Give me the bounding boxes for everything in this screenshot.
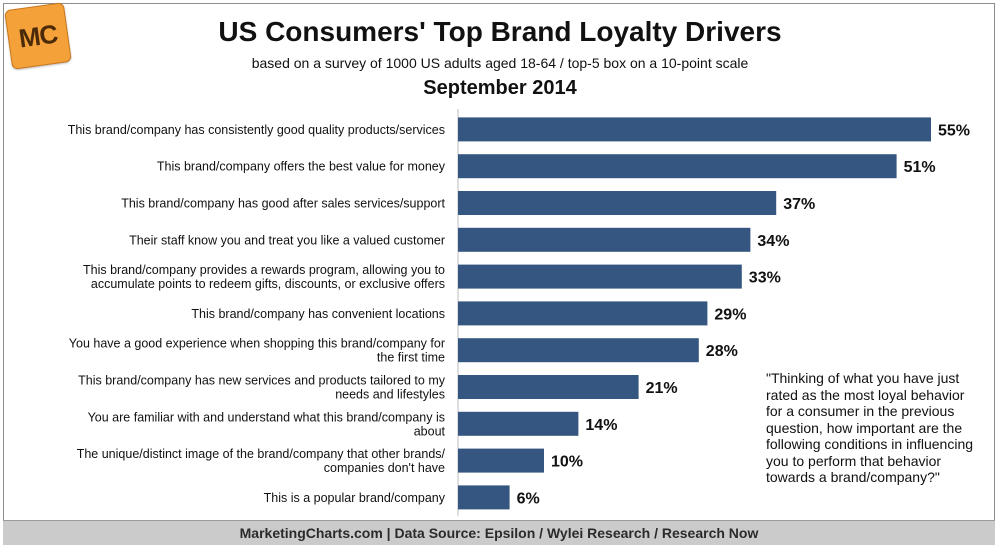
bar-value-label: 51% xyxy=(904,159,936,176)
bar-value-label: 55% xyxy=(938,122,970,139)
category-label: This brand/company has convenient locati… xyxy=(191,307,445,321)
bar-value-label: 33% xyxy=(749,270,781,287)
bar-value-label: 14% xyxy=(585,417,617,434)
bar xyxy=(458,191,777,215)
bar-value-label: 37% xyxy=(783,196,815,213)
chart-subtitle: based on a survey of 1000 US adults aged… xyxy=(251,55,749,71)
bar-value-label: 21% xyxy=(646,380,678,397)
survey-question-note: "Thinking of what you have just rated as… xyxy=(766,370,974,485)
category-label: This brand/company provides a rewards pr… xyxy=(83,263,445,291)
bar xyxy=(458,117,931,142)
category-label: This brand/company has new services and … xyxy=(78,374,446,402)
bar xyxy=(458,411,579,436)
bar-value-label: 10% xyxy=(551,454,583,471)
category-label: The unique/distinct image of the brand/c… xyxy=(77,447,446,475)
bar xyxy=(458,448,544,473)
category-label: Their staff know you and treat you like … xyxy=(129,233,445,247)
bar xyxy=(458,154,897,179)
bar xyxy=(458,338,699,363)
bar xyxy=(458,264,742,289)
category-label: This brand/company has consistently good… xyxy=(68,123,445,137)
chart-date: September 2014 xyxy=(423,77,577,99)
bar xyxy=(458,485,510,510)
category-label: You have a good experience when shopping… xyxy=(69,337,445,365)
bar-value-label: 6% xyxy=(517,490,540,507)
category-label: This is a popular brand/company xyxy=(264,491,446,505)
bar-value-label: 34% xyxy=(757,233,789,250)
category-label: This brand/company has good after sales … xyxy=(121,197,445,211)
category-label: You are familiar with and understand wha… xyxy=(88,410,446,438)
category-label: This brand/company offers the best value… xyxy=(157,160,446,174)
bar-value-label: 29% xyxy=(714,306,746,323)
bar xyxy=(458,227,751,252)
bar xyxy=(458,301,708,326)
bar-value-label: 28% xyxy=(706,343,738,360)
source-footer: MarketingCharts.com | Data Source: Epsil… xyxy=(3,520,995,545)
chart-title: US Consumers' Top Brand Loyalty Drivers xyxy=(218,16,782,47)
bar xyxy=(458,375,639,399)
